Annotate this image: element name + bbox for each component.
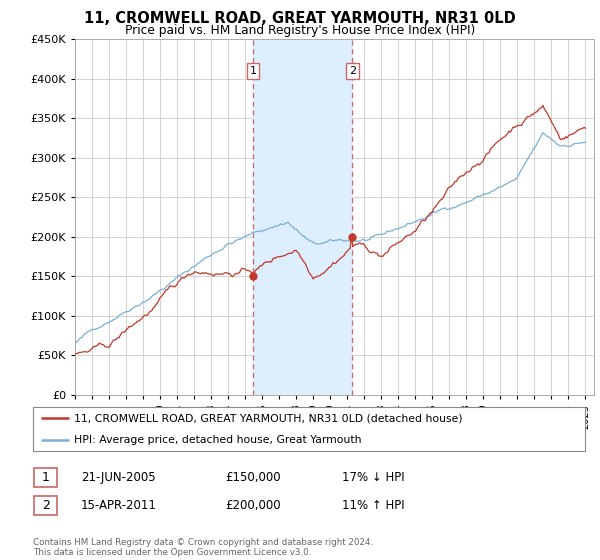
Text: 2: 2 bbox=[41, 498, 50, 512]
FancyBboxPatch shape bbox=[34, 468, 57, 487]
Bar bbox=[253, 39, 352, 395]
Text: 11, CROMWELL ROAD, GREAT YARMOUTH, NR31 0LD: 11, CROMWELL ROAD, GREAT YARMOUTH, NR31 … bbox=[84, 11, 516, 26]
Text: Price paid vs. HM Land Registry's House Price Index (HPI): Price paid vs. HM Land Registry's House … bbox=[125, 24, 475, 36]
Text: 17% ↓ HPI: 17% ↓ HPI bbox=[342, 470, 404, 484]
Text: 11% ↑ HPI: 11% ↑ HPI bbox=[342, 498, 404, 512]
Text: £200,000: £200,000 bbox=[225, 498, 281, 512]
Text: £150,000: £150,000 bbox=[225, 470, 281, 484]
Text: 15-APR-2011: 15-APR-2011 bbox=[81, 498, 157, 512]
Text: 1: 1 bbox=[250, 66, 257, 76]
FancyBboxPatch shape bbox=[34, 496, 57, 515]
Text: 21-JUN-2005: 21-JUN-2005 bbox=[81, 470, 155, 484]
Text: 2: 2 bbox=[349, 66, 356, 76]
Text: HPI: Average price, detached house, Great Yarmouth: HPI: Average price, detached house, Grea… bbox=[74, 435, 362, 445]
Text: 1: 1 bbox=[41, 470, 50, 484]
FancyBboxPatch shape bbox=[33, 407, 585, 451]
Text: Contains HM Land Registry data © Crown copyright and database right 2024.
This d: Contains HM Land Registry data © Crown c… bbox=[33, 538, 373, 557]
Text: 11, CROMWELL ROAD, GREAT YARMOUTH, NR31 0LD (detached house): 11, CROMWELL ROAD, GREAT YARMOUTH, NR31 … bbox=[74, 413, 463, 423]
